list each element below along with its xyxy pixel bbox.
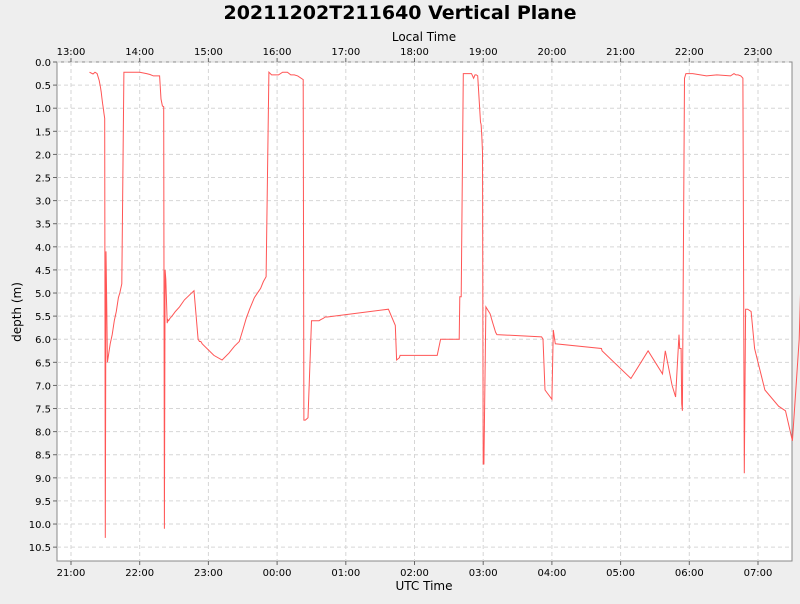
y-axis-label: depth (m) [10, 282, 24, 342]
x-tick-label-utc: 02:00 [400, 568, 429, 579]
chart-title: 20211202T211640 Vertical Plane [223, 2, 576, 24]
y-tick-label: 3.5 [35, 220, 51, 231]
y-tick-label: 9.0 [35, 474, 51, 485]
y-tick-label: 7.5 [35, 405, 51, 416]
x-tick-label-utc: 05:00 [606, 568, 635, 579]
y-tick-label: 0.5 [35, 81, 51, 92]
x-tick-label-utc: 03:00 [469, 568, 498, 579]
y-tick-label: 9.5 [35, 497, 51, 508]
x-tick-label-utc: 06:00 [675, 568, 704, 579]
x-tick-label-utc: 00:00 [263, 568, 292, 579]
x-tick-label-utc: 22:00 [125, 568, 154, 579]
x-tick-label-local: 17:00 [331, 47, 360, 58]
x-tick-label-local: 15:00 [194, 47, 223, 58]
y-tick-label: 10.0 [29, 520, 51, 531]
x-tick-label-local: 22:00 [675, 47, 704, 58]
y-tick-label: 1.5 [35, 127, 51, 138]
y-tick-label: 3.0 [35, 197, 51, 208]
x-tick-label-local: 18:00 [400, 47, 429, 58]
x-tick-label-local: 14:00 [125, 47, 154, 58]
x-tick-label-local: 20:00 [537, 47, 566, 58]
y-tick-label: 8.0 [35, 428, 51, 439]
y-tick-label: 7.0 [35, 381, 51, 392]
x-tick-label-local: 13:00 [57, 47, 86, 58]
x-tick-label-utc: 23:00 [194, 568, 223, 579]
x-tick-label-local: 19:00 [469, 47, 498, 58]
x-tick-label-utc: 04:00 [537, 568, 566, 579]
y-tick-label: 5.5 [35, 312, 51, 323]
y-tick-label: 4.5 [35, 266, 51, 277]
x-tick-label-local: 21:00 [606, 47, 635, 58]
y-tick-label: 8.5 [35, 451, 51, 462]
y-tick-label: 5.0 [35, 289, 51, 300]
y-tick-label: 6.0 [35, 335, 51, 346]
top-axis-label: Local Time [392, 30, 456, 44]
x-tick-label-local: 16:00 [263, 47, 292, 58]
y-tick-label: 4.0 [35, 243, 51, 254]
x-axis-label: UTC Time [396, 579, 453, 593]
y-tick-label: 10.5 [29, 543, 51, 554]
x-tick-label-local: 23:00 [744, 47, 773, 58]
y-tick-label: 6.5 [35, 358, 51, 369]
y-tick-label: 1.0 [35, 104, 51, 115]
y-tick-label: 0.0 [35, 58, 51, 69]
y-tick-label: 2.0 [35, 150, 51, 161]
x-tick-label-utc: 21:00 [57, 568, 86, 579]
x-tick-label-utc: 01:00 [331, 568, 360, 579]
x-tick-label-utc: 07:00 [744, 568, 773, 579]
y-tick-label: 2.5 [35, 174, 51, 185]
